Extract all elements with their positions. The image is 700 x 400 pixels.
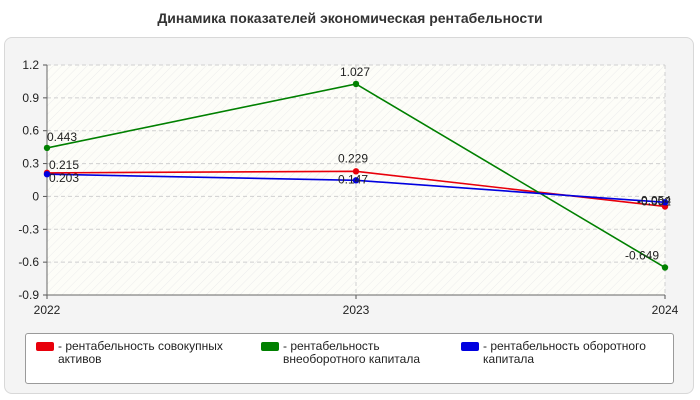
legend-label-noncurrent: - рентабельность внеоборотного капитала bbox=[283, 339, 420, 366]
y-tick-label: 1.2 bbox=[22, 58, 39, 72]
y-tick-label: 0.3 bbox=[22, 157, 39, 171]
data-label: 0.443 bbox=[47, 130, 77, 144]
y-tick-label: 0.9 bbox=[22, 91, 39, 105]
data-label: -0.649 bbox=[625, 249, 659, 263]
chart-legend: - рентабельность совокупных активов - ре… bbox=[25, 333, 674, 384]
x-tick-label: 2023 bbox=[343, 303, 370, 317]
data-point bbox=[661, 199, 669, 206]
legend-swatch-current bbox=[461, 342, 479, 351]
data-point bbox=[43, 144, 51, 152]
legend-swatch-assets bbox=[36, 342, 54, 351]
y-tick-label: 0 bbox=[32, 189, 39, 203]
y-tick-label: -0.6 bbox=[18, 255, 39, 269]
data-point bbox=[43, 170, 51, 178]
data-point bbox=[352, 177, 360, 184]
data-point bbox=[352, 80, 360, 88]
data-label: 0.147 bbox=[338, 172, 368, 186]
y-tick-label: 0.6 bbox=[22, 124, 39, 138]
y-tick-label: -0.3 bbox=[18, 222, 39, 236]
legend-label-current: - рентабельность оборотного капитала bbox=[483, 339, 646, 366]
chart-title: Динамика показателей экономическая рента… bbox=[157, 10, 543, 26]
x-tick-label: 2022 bbox=[34, 303, 61, 317]
data-label: 1.027 bbox=[340, 65, 370, 79]
legend-label-assets: - рентабельность совокупных активов bbox=[58, 339, 223, 366]
data-point bbox=[352, 168, 360, 175]
data-label: 0.215 bbox=[49, 158, 79, 172]
x-tick-label: 2024 bbox=[652, 303, 679, 317]
data-label: -0.054 bbox=[637, 193, 671, 207]
legend-swatch-noncurrent bbox=[261, 342, 279, 351]
y-tick-label: -0.9 bbox=[18, 288, 39, 302]
data-label: 0.229 bbox=[338, 151, 368, 165]
data-label: 0.203 bbox=[49, 171, 79, 185]
data-point bbox=[661, 264, 669, 271]
